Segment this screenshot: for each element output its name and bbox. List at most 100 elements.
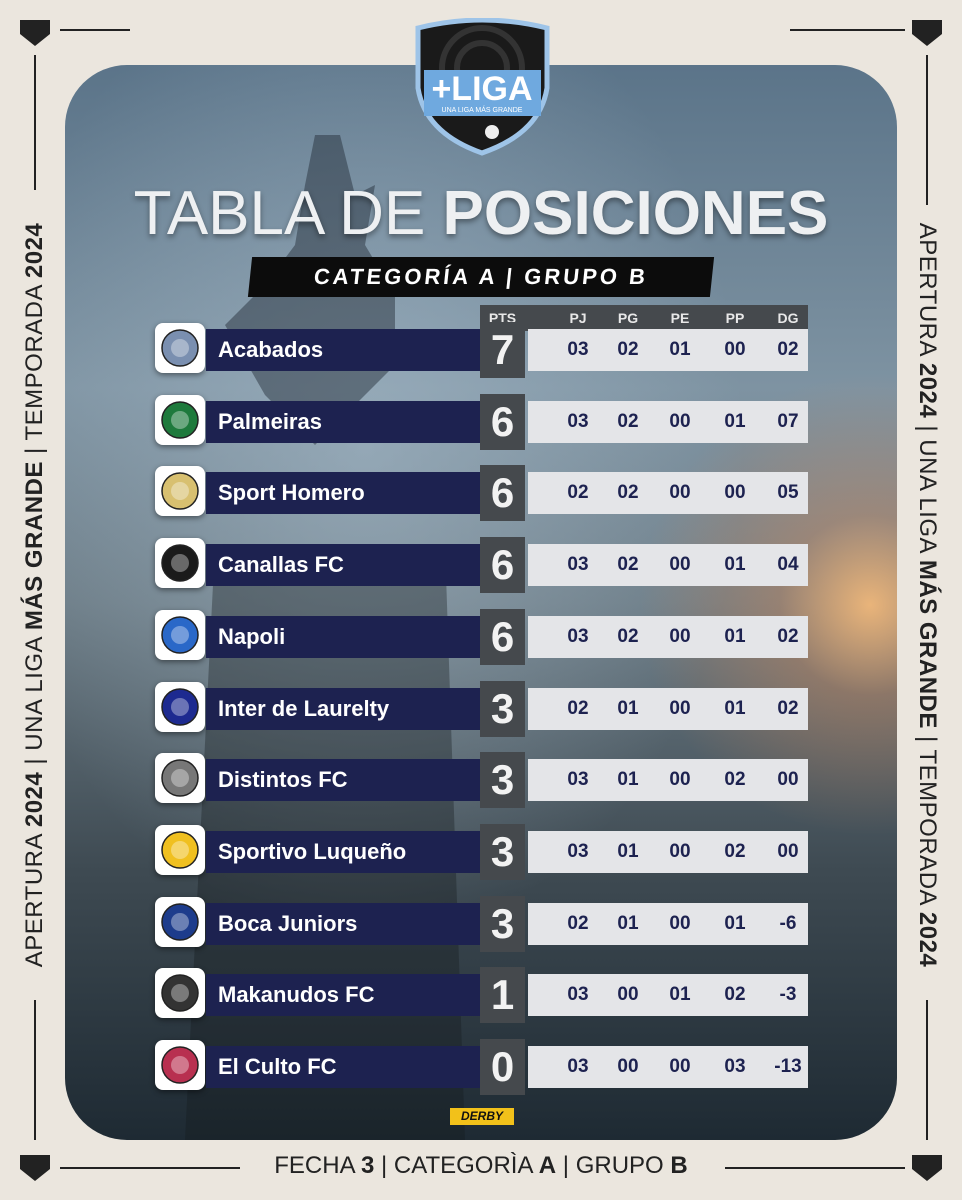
team-name: Acabados xyxy=(206,329,480,371)
logo-brand: +LIGA xyxy=(431,70,532,108)
stat-value: 07 xyxy=(777,410,799,432)
stat-value: 03 xyxy=(567,984,589,1006)
team-logo xyxy=(155,681,205,732)
side-text-segment: | TEMPORADA xyxy=(21,278,48,462)
stat-value: 01 xyxy=(669,339,691,360)
team-logo xyxy=(155,1040,205,1090)
points: 1 xyxy=(480,967,525,1024)
side-text-segment: APERTURA xyxy=(21,827,48,968)
stat-value: 00 xyxy=(669,410,691,432)
stat-value: 02 xyxy=(617,554,639,576)
team-crest xyxy=(161,1046,199,1084)
team-name: Makanudos FC xyxy=(206,974,480,1017)
stat-value: 02 xyxy=(617,339,639,360)
footer-segment: FECHA xyxy=(274,1152,361,1179)
title-bold: POSICIONES xyxy=(442,179,829,248)
points: 6 xyxy=(480,537,525,594)
stat-value: 03 xyxy=(567,554,589,576)
league-logo: +LIGA UNA LIGA MÁS GRANDE xyxy=(415,18,550,156)
stat-value: 01 xyxy=(724,912,746,934)
stat-value: 00 xyxy=(724,482,746,504)
side-text-segment: 2024 xyxy=(21,222,48,279)
side-text-segment: APERTURA xyxy=(914,222,941,363)
side-text-right: APERTURA 2024 | UNA LIGA MÁS GRANDE | TE… xyxy=(913,223,941,968)
stat-value: 03 xyxy=(567,769,589,791)
team-logo xyxy=(155,323,205,373)
stat-value: 04 xyxy=(777,554,799,576)
team-name: Inter de Laurelty xyxy=(206,687,480,730)
stat-value: 01 xyxy=(617,840,639,862)
stat-value: 00 xyxy=(669,840,691,862)
stat-value: 03 xyxy=(567,625,589,647)
stats-bar xyxy=(528,400,808,443)
stat-value: 02 xyxy=(724,840,746,862)
stat-value: 01 xyxy=(669,984,691,1006)
stat-value: 03 xyxy=(724,1056,746,1077)
stats-bar xyxy=(528,830,808,873)
footer-segment: 3 xyxy=(360,1152,375,1179)
team-crest xyxy=(161,400,199,439)
stats-bar xyxy=(528,1046,808,1088)
footer-segment: | GRUPO xyxy=(556,1152,671,1179)
side-text-segment: 2024 xyxy=(914,362,941,419)
side-text-segment: | UNA LIGA xyxy=(21,630,48,772)
stat-value: 02 xyxy=(724,769,746,791)
team-name: El Culto FC xyxy=(206,1046,480,1088)
stat-value: 01 xyxy=(617,912,639,934)
side-text-left: APERTURA 2024 | UNA LIGA MÁS GRANDE | TE… xyxy=(21,223,49,968)
column-header: PJ xyxy=(569,310,587,326)
stat-value: 00 xyxy=(777,769,799,791)
footer-segment: A xyxy=(538,1152,557,1179)
points: 0 xyxy=(480,1039,525,1095)
team-crest xyxy=(161,472,199,511)
column-header: PP xyxy=(725,310,745,326)
stat-value: 00 xyxy=(724,339,746,360)
stats-bar xyxy=(528,472,808,515)
stats-bar xyxy=(528,544,808,587)
side-text-segment: 2024 xyxy=(914,911,941,968)
stat-value: 02 xyxy=(567,697,589,719)
column-header: PG xyxy=(617,310,639,326)
footer-segment: | CATEGORÌA xyxy=(374,1152,539,1179)
stat-value: 00 xyxy=(617,984,639,1006)
stat-value: 02 xyxy=(777,625,799,647)
points: 7 xyxy=(480,322,525,378)
stats-bar xyxy=(528,759,808,802)
stat-value: 03 xyxy=(567,410,589,432)
stat-value: 02 xyxy=(617,410,639,432)
team-name: Sportivo Luqueño xyxy=(206,830,480,873)
team-name: Sport Homero xyxy=(206,472,480,515)
stat-value: -6 xyxy=(779,912,797,934)
team-logo xyxy=(155,753,205,804)
stat-value: 03 xyxy=(567,339,589,360)
stat-value: 00 xyxy=(617,1056,639,1077)
points: 3 xyxy=(480,895,525,952)
team-logo xyxy=(155,609,205,660)
team-crest xyxy=(161,544,199,582)
points: 6 xyxy=(480,608,525,665)
column-header: PE xyxy=(670,310,690,326)
stat-value: 02 xyxy=(617,625,639,647)
side-text-segment: MÁS GRANDE xyxy=(21,461,48,631)
stat-value: 00 xyxy=(669,769,691,791)
team-name: Distintos FC xyxy=(206,759,480,802)
points: 6 xyxy=(480,393,525,450)
stat-value: 02 xyxy=(777,697,799,719)
stat-value: 00 xyxy=(669,1056,691,1077)
team-name: Napoli xyxy=(206,615,480,658)
stat-value: 01 xyxy=(724,410,746,432)
stat-value: -3 xyxy=(779,984,797,1006)
points: 3 xyxy=(480,752,525,809)
team-logo xyxy=(155,896,205,947)
stat-value: 00 xyxy=(669,482,691,504)
stat-value: 02 xyxy=(567,482,589,504)
stat-value: 00 xyxy=(777,840,799,862)
points: 3 xyxy=(480,680,525,737)
header-bar xyxy=(480,305,808,331)
stats-bar xyxy=(528,687,808,730)
team-name: Boca Juniors xyxy=(206,902,480,945)
title-light: TABLA DE xyxy=(133,179,426,248)
team-logo xyxy=(155,824,205,875)
